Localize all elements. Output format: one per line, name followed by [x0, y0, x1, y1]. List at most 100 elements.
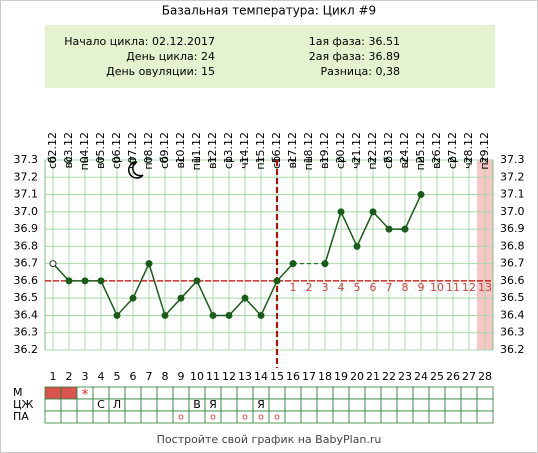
date-label: 28.12	[462, 132, 475, 164]
table-cell-text: Л	[113, 398, 121, 411]
y-tick-label-right: 37.0	[500, 205, 525, 218]
table-cell	[380, 386, 398, 400]
table-cell-text: o	[274, 413, 280, 423]
table-cell-text: Я	[257, 398, 265, 411]
table-cell	[236, 398, 254, 412]
x-tick-label: 3	[82, 370, 89, 383]
phase2-day: 10	[430, 281, 444, 294]
date-label: 10.12	[174, 132, 187, 164]
phase2-day: 1	[290, 281, 297, 294]
temperature-point	[401, 225, 409, 233]
weekday-label: пт	[254, 155, 267, 169]
table-cell-text: Я	[209, 398, 217, 411]
temperature-point	[161, 311, 169, 319]
y-tick-label: 36.7	[14, 257, 39, 270]
weekday-label: вс	[174, 156, 187, 169]
x-tick-label: 6	[130, 370, 137, 383]
temperature-point	[273, 277, 281, 285]
table-cell	[396, 398, 414, 412]
date-label: 23.12	[382, 132, 395, 164]
date-label: 19.12	[318, 132, 331, 164]
date-label: 24.12	[398, 132, 411, 164]
info-box	[45, 25, 495, 88]
temperature-point	[417, 191, 425, 199]
x-tick-label: 5	[114, 370, 121, 383]
table-cell	[316, 410, 334, 424]
table-cell	[140, 410, 158, 424]
date-label: 14.12	[238, 132, 251, 164]
table-cell	[364, 386, 382, 400]
table-cell	[444, 398, 462, 412]
table-cell	[460, 398, 478, 412]
phase2-day: 6	[370, 281, 377, 294]
date-label: 02.12	[46, 132, 59, 164]
weekday-label: чт	[238, 155, 251, 168]
temperature-point	[289, 260, 297, 268]
table-cell	[60, 386, 78, 400]
weekday-label: чт	[462, 155, 475, 168]
table-cell	[380, 410, 398, 424]
table-cell	[412, 410, 430, 424]
table-cell	[44, 386, 62, 400]
info-right: 2ая фаза: 36.89	[309, 50, 400, 63]
table-cell	[380, 398, 398, 412]
footer: Постройте свой график на BabyPlan.ru	[157, 433, 382, 446]
weekday-label: пт	[478, 155, 491, 169]
table-cell-text: o	[210, 413, 216, 423]
y-tick-label: 36.4	[14, 308, 39, 321]
date-label: 12.12	[206, 132, 219, 164]
table-cell	[220, 386, 238, 400]
table-cell	[300, 398, 318, 412]
table-cell	[428, 410, 446, 424]
temperature-point	[81, 277, 89, 285]
x-tick-label: 28	[478, 370, 492, 383]
table-cell	[300, 386, 318, 400]
weekday-label: вт	[94, 155, 107, 168]
y-tick-label-right: 36.5	[500, 291, 525, 304]
table-cell	[124, 398, 142, 412]
y-tick-label: 36.9	[14, 222, 39, 235]
x-tick-label: 4	[98, 370, 105, 383]
table-cell	[220, 398, 238, 412]
table-cell	[220, 410, 238, 424]
y-tick-label-right: 36.3	[500, 326, 525, 339]
table-row-label: ЦЖ	[13, 398, 34, 411]
y-tick-label-right: 36.9	[500, 222, 525, 235]
table-cell	[444, 386, 462, 400]
table-cell	[124, 386, 142, 400]
table-cell	[156, 386, 174, 400]
temperature-point	[49, 260, 57, 268]
table-cell	[156, 410, 174, 424]
moon-icon	[128, 161, 144, 179]
y-tick-label-right: 36.8	[500, 239, 525, 252]
table-cell	[476, 398, 494, 412]
date-label: 05.12	[94, 132, 107, 164]
phase2-day: 11	[446, 281, 460, 294]
y-tick-label: 36.3	[14, 326, 39, 339]
y-tick-label: 37.2	[14, 170, 39, 183]
temperature-point	[145, 260, 153, 268]
y-tick-label: 36.8	[14, 239, 39, 252]
weekday-label: вс	[62, 156, 75, 169]
info-right: Разница: 0,38	[321, 65, 401, 78]
phase2-day: 9	[418, 281, 425, 294]
weekday-label: вт	[206, 155, 219, 168]
date-label: 03.12	[62, 132, 75, 164]
x-tick-label: 21	[366, 370, 380, 383]
weekday-label: чт	[350, 155, 363, 168]
temperature-point	[193, 277, 201, 285]
date-label: 15.12	[254, 132, 267, 164]
info-right: 1ая фаза: 36.51	[309, 35, 400, 48]
x-tick-label: 9	[178, 370, 185, 383]
table-cell	[396, 386, 414, 400]
table-cell	[300, 410, 318, 424]
x-tick-label: 15	[270, 370, 284, 383]
table-cell	[332, 410, 350, 424]
table-cell	[412, 398, 430, 412]
table-cell	[236, 386, 254, 400]
x-tick-label: 13	[238, 370, 252, 383]
y-tick-label: 36.2	[14, 343, 39, 356]
weekday-label: ср	[446, 156, 459, 169]
temperature-point	[97, 277, 105, 285]
table-cell	[428, 386, 446, 400]
